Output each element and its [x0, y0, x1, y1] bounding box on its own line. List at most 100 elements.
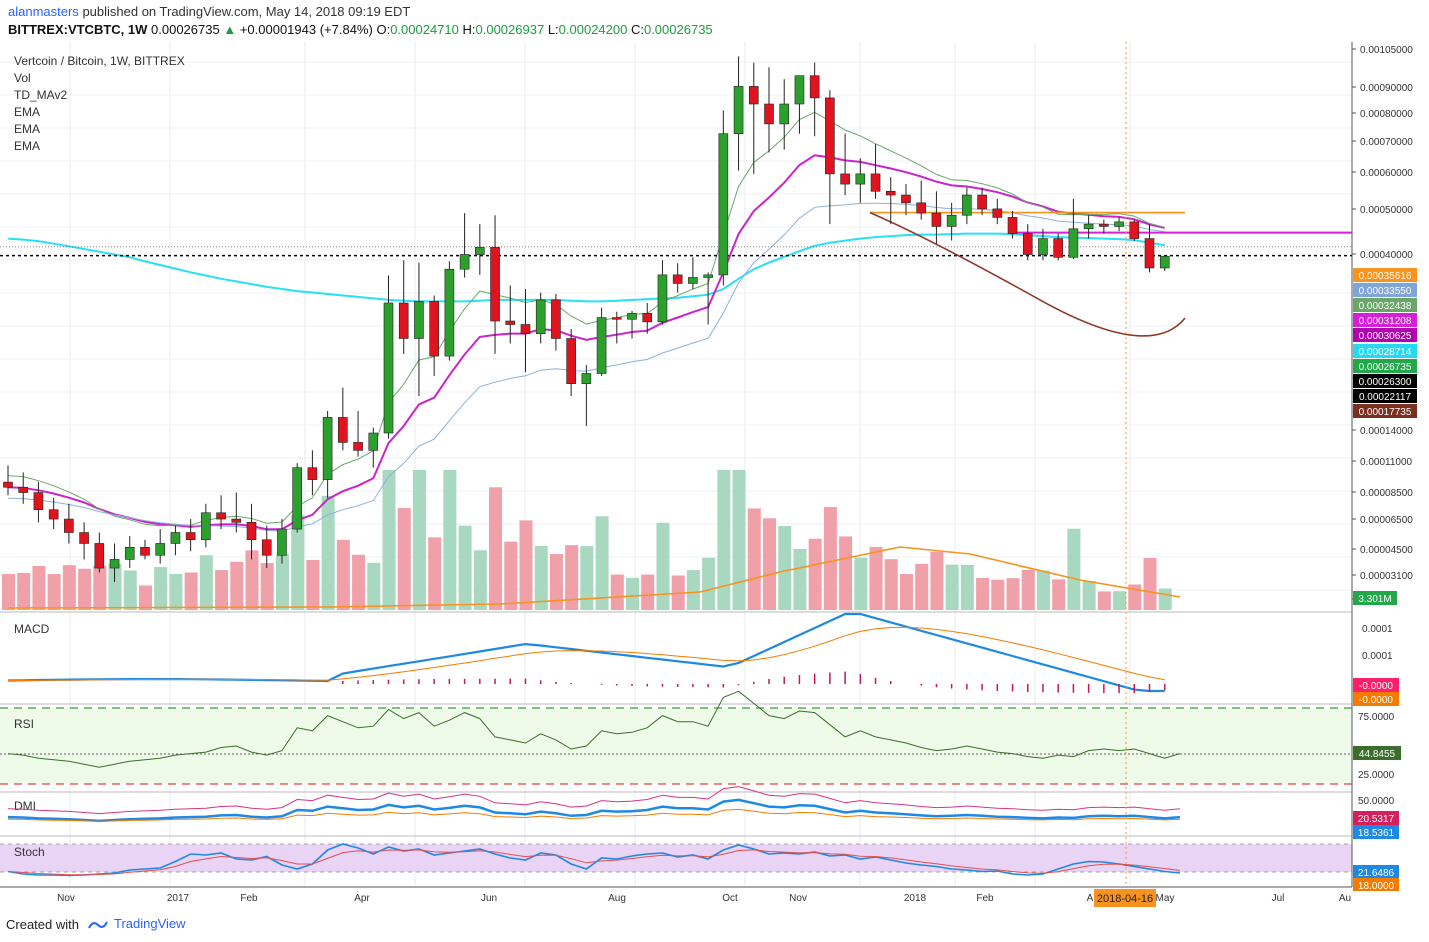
volume-bar	[930, 551, 944, 610]
macd-signal-line	[8, 626, 1165, 681]
chart-canvas[interactable]: Vertcoin / Bitcoin, 1W, BITTREX Vol TD_M…	[0, 42, 1429, 912]
volume-bar	[321, 495, 335, 610]
candle-body	[48, 509, 59, 520]
candle-body	[170, 532, 181, 544]
candle-body	[825, 97, 835, 175]
price-badge-text: 0.00031208	[1359, 316, 1412, 327]
candle-body	[338, 417, 348, 443]
candle-body	[855, 173, 866, 185]
volume-bar	[1036, 570, 1050, 610]
volume-bar	[397, 508, 411, 610]
candlesticks[interactable]	[3, 56, 1170, 583]
volume-bar	[747, 508, 761, 610]
time-axis[interactable]: Nov 2017 Feb Apr Jun Aug Oct Nov 2018 Feb A May Jul A…	[57, 893, 1351, 904]
price-badge	[1353, 283, 1417, 297]
price-badge	[1353, 298, 1417, 312]
published-text: published on TradingView.com, May 14, 20…	[82, 4, 411, 19]
price-axis-tick: 0.00080000	[1360, 109, 1413, 120]
volume-bars	[2, 470, 1172, 610]
volume-bar	[62, 565, 76, 610]
volume-bar	[717, 470, 731, 610]
volume-bar	[443, 470, 457, 610]
chart-header: alanmasters published on TradingView.com…	[0, 0, 1429, 42]
stoch-badge	[1353, 878, 1399, 891]
candle-body	[429, 301, 439, 357]
chart-legend: Vertcoin / Bitcoin, 1W, BITTREX Vol TD_M…	[14, 54, 185, 153]
stoch-band	[0, 844, 1352, 872]
candle-body	[1114, 221, 1124, 227]
price-badge-text: 0.00033550	[1359, 286, 1412, 297]
macd-pane[interactable]: MACD	[7, 612, 1166, 694]
dmi-label: DMI	[14, 799, 36, 813]
candle-body	[231, 518, 242, 523]
footer: Created with TradingView	[0, 912, 1429, 942]
indicator-axis-tick: 0.0001	[1362, 651, 1393, 662]
volume-bar	[549, 554, 563, 610]
price-axis-tick: 0.00003100	[1360, 571, 1413, 582]
volume-bar	[199, 555, 213, 610]
stoch-pane[interactable]: Stoch	[0, 843, 1352, 877]
candle-body	[368, 432, 379, 451]
candle-body	[794, 75, 805, 105]
volume-bar	[778, 526, 792, 610]
price-badge-text: 0.00026735	[1359, 362, 1412, 373]
open-value: 0.00024710	[390, 22, 459, 37]
volume-bar	[839, 536, 853, 610]
author-link[interactable]: alanmasters	[8, 4, 79, 19]
volume-bar	[1128, 584, 1142, 610]
macd-badge-text: -0.0000	[1359, 681, 1393, 692]
stoch-k-line	[7, 843, 1180, 877]
volume-bar	[473, 550, 487, 610]
price-badge	[1353, 328, 1417, 342]
symbol-label: BITTREX:VTCBTC, 1W	[8, 22, 148, 37]
time-axis-label: Oct	[722, 893, 738, 904]
time-axis-label: 2018	[904, 893, 927, 904]
dmi-badge-text: 20.5317	[1358, 814, 1395, 825]
candle-body	[764, 103, 774, 125]
volume-bar	[47, 574, 61, 610]
volume-bar	[1052, 579, 1066, 610]
macd-badge	[1353, 678, 1399, 692]
volume-bar	[686, 570, 700, 610]
price-badge-text: 0.00022117	[1359, 392, 1412, 403]
volume-bar	[184, 572, 198, 610]
candle-body	[1007, 217, 1018, 234]
macd-label: MACD	[14, 622, 50, 636]
candle-body	[733, 86, 744, 134]
volume-bar	[595, 516, 609, 610]
macd-histogram	[342, 671, 1166, 694]
candle-body	[657, 274, 668, 323]
candle-body	[672, 274, 683, 284]
volume-bar	[169, 574, 183, 610]
price-change: +0.00001943 (+7.84%)	[239, 22, 373, 37]
volume-bar	[519, 520, 533, 610]
candle-body	[885, 191, 896, 196]
volume-bar	[1113, 591, 1127, 610]
candle-body	[1053, 238, 1063, 258]
volume-bar	[489, 487, 503, 610]
indicator-axis-tick: 75.0000	[1358, 712, 1395, 723]
price-badge-text: 0.00017735	[1359, 407, 1412, 418]
dmi-pane[interactable]: DMI	[7, 786, 1181, 823]
candle-body	[946, 214, 957, 227]
price-badge	[1353, 389, 1417, 403]
volume-bar	[504, 541, 518, 610]
candle-body	[277, 528, 287, 556]
volume-bar	[854, 557, 868, 610]
time-axis-label: Nov	[789, 893, 807, 904]
candle-body	[1129, 221, 1140, 239]
volume-bar	[1067, 528, 1081, 610]
indicator-lines	[0, 111, 1352, 609]
stoch-label: Stoch	[14, 845, 45, 859]
dmi-plus-line	[7, 786, 1180, 815]
price-axis-tick: 0.00060000	[1360, 168, 1413, 179]
close-value: 0.00026735	[643, 22, 713, 37]
rsi-pane[interactable]: RSI	[0, 690, 1352, 785]
candle-body	[185, 532, 196, 541]
volume-bar	[991, 579, 1005, 610]
price-axis[interactable]: 0.00105000 0.00090000 0.00080000 0.00070000…	[1352, 45, 1413, 807]
tradingview-logo[interactable]: TradingView	[88, 916, 186, 931]
volume-badge	[1353, 591, 1397, 605]
candle-body	[1038, 238, 1048, 255]
volume-bar	[260, 563, 274, 610]
